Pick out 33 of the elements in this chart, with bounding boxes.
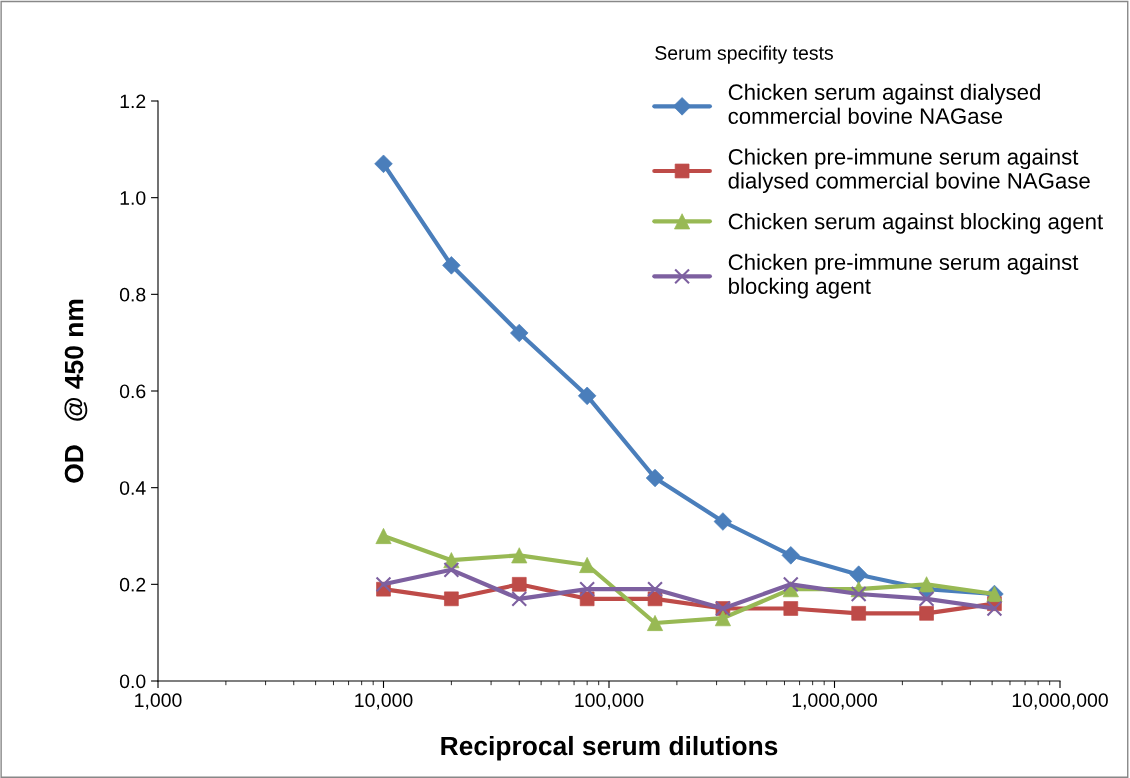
- point: [511, 590, 528, 607]
- point: [511, 547, 528, 564]
- y-tick-label: 1.2: [120, 94, 146, 109]
- point: [579, 581, 596, 598]
- x-tick-label: 10,000: [355, 693, 413, 710]
- point: [850, 586, 867, 602]
- point: [375, 576, 392, 593]
- x-tick-label: 10,000,000: [1012, 693, 1108, 710]
- legend-label: Chicken serum against blocking agent: [728, 213, 1103, 234]
- point: [782, 576, 799, 593]
- point: [713, 512, 733, 531]
- y-tick-label: 0.8: [119, 287, 146, 302]
- y-tick-label: 0.6: [119, 384, 146, 399]
- point: [374, 154, 393, 174]
- y-tick-label: 0.4: [119, 481, 146, 495]
- point: [986, 600, 1003, 617]
- y-tick-label: 1.0: [120, 191, 146, 205]
- point: [647, 581, 664, 598]
- x-axis-title: Reciprocal serum dilutions: [441, 735, 778, 761]
- legend-label: Chicken serum against dialysed commercial bovine NAGase: [728, 83, 1040, 124]
- legend-label: Chicken pre-immune serum against dialysed commercial bovine NAGase: [728, 148, 1090, 194]
- y-tick-label: 0.2: [119, 577, 146, 592]
- x-tick-label: 1,000,000: [792, 693, 877, 710]
- legend-title: Serum specifity tests: [655, 45, 833, 64]
- y-tick-label: 0.0: [119, 674, 146, 689]
- point: [918, 590, 935, 607]
- y-axis-title: OD @ 450 nm: [64, 299, 88, 483]
- point: [444, 591, 459, 607]
- point: [919, 606, 934, 621]
- point: [443, 561, 460, 578]
- x-tick-label: 100,000: [575, 693, 644, 710]
- x-tick-label: 1,000: [135, 693, 182, 710]
- legend-label: Chicken pre-immune serum against blocking agent: [728, 253, 1079, 299]
